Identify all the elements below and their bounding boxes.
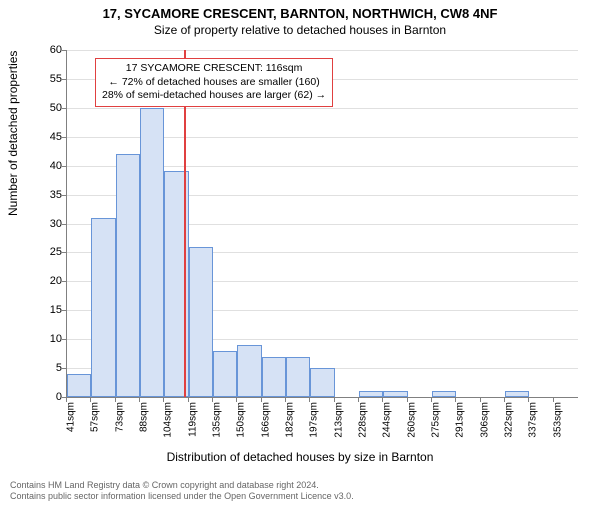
x-tick-mark [528, 398, 529, 402]
callout-line: 17 SYCAMORE CRESCENT: 116sqm [102, 62, 326, 76]
x-tick-label: 41sqm [66, 402, 77, 452]
x-tick-mark [553, 398, 554, 402]
footer-line2: Contains public sector information licen… [10, 491, 590, 502]
histogram-bar [140, 108, 164, 397]
x-tick-mark [236, 398, 237, 402]
callout-box: 17 SYCAMORE CRESCENT: 116sqm← 72% of det… [95, 58, 333, 107]
x-tick-label: 135sqm [212, 402, 223, 452]
y-tick-mark [62, 195, 66, 196]
x-tick-label: 228sqm [358, 402, 369, 452]
x-tick-mark [188, 398, 189, 402]
x-tick-label: 119sqm [187, 402, 198, 452]
y-tick-label: 30 [38, 218, 62, 230]
x-tick-label: 322sqm [504, 402, 515, 452]
histogram-bar [383, 391, 407, 397]
x-tick-label: 260sqm [406, 402, 417, 452]
footer-line1: Contains HM Land Registry data © Crown c… [10, 480, 590, 491]
y-tick-label: 45 [38, 131, 62, 143]
x-tick-mark [285, 398, 286, 402]
y-tick-label: 25 [38, 246, 62, 258]
histogram-bar [432, 391, 456, 397]
x-tick-mark [480, 398, 481, 402]
y-tick-mark [62, 79, 66, 80]
page-title: 17, SYCAMORE CRESCENT, BARNTON, NORTHWIC… [0, 6, 600, 21]
callout-line: 28% of semi-detached houses are larger (… [102, 89, 326, 103]
x-tick-mark [163, 398, 164, 402]
y-tick-mark [62, 310, 66, 311]
x-tick-label: 275sqm [431, 402, 442, 452]
gridline [67, 50, 578, 51]
x-tick-mark [431, 398, 432, 402]
x-tick-label: 150sqm [236, 402, 247, 452]
y-tick-label: 55 [38, 73, 62, 85]
plot-area: 17 SYCAMORE CRESCENT: 116sqm← 72% of det… [66, 50, 578, 398]
histogram-bar [310, 368, 334, 397]
x-tick-mark [407, 398, 408, 402]
x-tick-mark [139, 398, 140, 402]
x-tick-mark [90, 398, 91, 402]
y-tick-label: 0 [38, 391, 62, 403]
x-tick-label: 306sqm [479, 402, 490, 452]
x-tick-mark [261, 398, 262, 402]
y-tick-mark [62, 281, 66, 282]
x-tick-label: 73sqm [114, 402, 125, 452]
y-tick-mark [62, 166, 66, 167]
x-tick-mark [504, 398, 505, 402]
x-tick-mark [334, 398, 335, 402]
y-axis-label: Number of detached properties [6, 51, 20, 216]
x-tick-label: 182sqm [285, 402, 296, 452]
callout-line: ← 72% of detached houses are smaller (16… [102, 76, 326, 90]
chart-container: 17 SYCAMORE CRESCENT: 116sqm← 72% of det… [48, 50, 578, 430]
histogram-bar [262, 357, 286, 397]
x-tick-label: 337sqm [528, 402, 539, 452]
x-tick-label: 104sqm [163, 402, 174, 452]
x-tick-label: 291sqm [455, 402, 466, 452]
footer-attribution: Contains HM Land Registry data © Crown c… [10, 480, 590, 503]
x-tick-mark [455, 398, 456, 402]
y-tick-label: 20 [38, 275, 62, 287]
x-tick-label: 197sqm [309, 402, 320, 452]
y-tick-label: 60 [38, 44, 62, 56]
histogram-bar [505, 391, 529, 397]
y-tick-mark [62, 252, 66, 253]
y-tick-label: 15 [38, 304, 62, 316]
x-tick-label: 166sqm [260, 402, 271, 452]
x-tick-mark [115, 398, 116, 402]
x-tick-label: 244sqm [382, 402, 393, 452]
histogram-bar [359, 391, 383, 397]
y-tick-label: 10 [38, 333, 62, 345]
y-tick-label: 5 [38, 362, 62, 374]
histogram-bar [67, 374, 91, 397]
histogram-bar [286, 357, 310, 397]
y-tick-label: 40 [38, 160, 62, 172]
y-tick-label: 35 [38, 189, 62, 201]
y-tick-mark [62, 137, 66, 138]
x-axis-label: Distribution of detached houses by size … [0, 450, 600, 464]
x-tick-label: 88sqm [139, 402, 150, 452]
y-tick-label: 50 [38, 102, 62, 114]
histogram-bar [213, 351, 237, 397]
y-tick-mark [62, 339, 66, 340]
y-tick-mark [62, 368, 66, 369]
x-tick-label: 213sqm [333, 402, 344, 452]
x-tick-label: 57sqm [90, 402, 101, 452]
page-subtitle: Size of property relative to detached ho… [0, 23, 600, 37]
x-tick-mark [66, 398, 67, 402]
y-tick-mark [62, 108, 66, 109]
x-tick-label: 353sqm [552, 402, 563, 452]
y-tick-mark [62, 224, 66, 225]
x-tick-mark [382, 398, 383, 402]
x-tick-mark [212, 398, 213, 402]
x-tick-mark [358, 398, 359, 402]
histogram-bar [237, 345, 261, 397]
histogram-bar [91, 218, 115, 397]
histogram-bar [116, 154, 140, 397]
y-tick-mark [62, 50, 66, 51]
histogram-bar [189, 247, 213, 397]
x-tick-mark [309, 398, 310, 402]
